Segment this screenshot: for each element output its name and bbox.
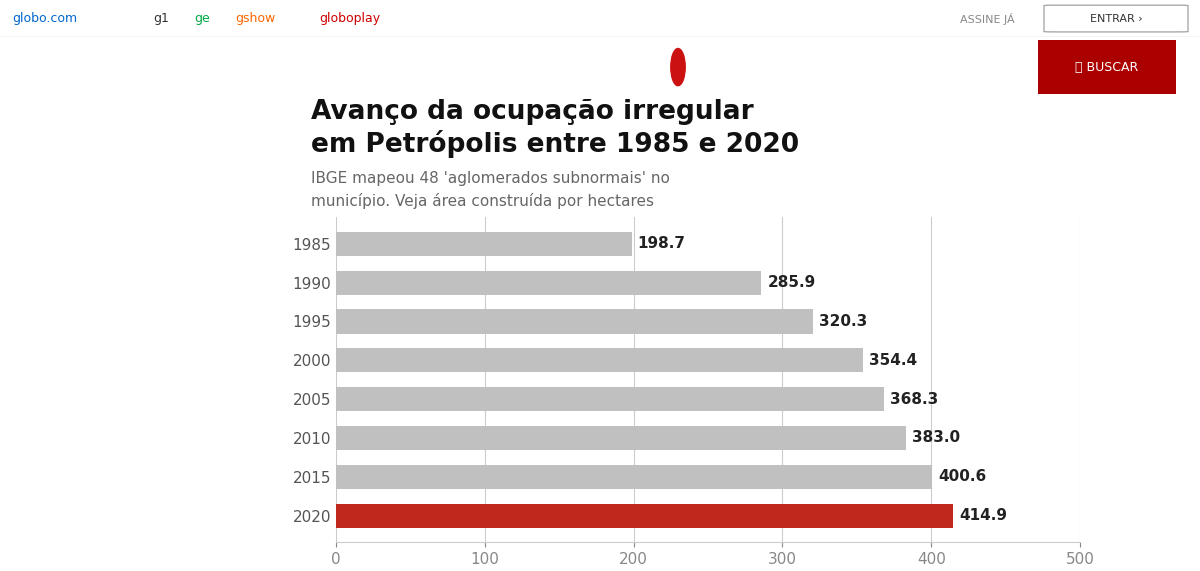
Text: INTER TV: INTER TV: [581, 79, 619, 89]
Text: 400.6: 400.6: [938, 469, 986, 484]
Text: IBGE mapeou 48 'aglomerados subnormais' no
município. Veja área construída por h: IBGE mapeou 48 'aglomerados subnormais' …: [311, 171, 670, 209]
Text: ENTRAR ›: ENTRAR ›: [1090, 14, 1142, 23]
Text: globo.com: globo.com: [12, 12, 77, 25]
Bar: [336, 271, 762, 295]
Text: globoplay: globoplay: [319, 12, 380, 25]
Bar: [336, 465, 932, 489]
Text: 320.3: 320.3: [818, 314, 866, 329]
Bar: [336, 387, 884, 411]
Ellipse shape: [671, 49, 685, 86]
FancyBboxPatch shape: [1044, 5, 1188, 32]
Text: REGIÃO SERRANA: REGIÃO SERRANA: [503, 53, 697, 72]
Text: ge: ge: [194, 12, 210, 25]
Bar: [336, 348, 863, 372]
Text: g1: g1: [90, 53, 133, 82]
Ellipse shape: [660, 45, 696, 90]
Text: ≡ MENU: ≡ MENU: [18, 58, 70, 71]
Bar: [336, 309, 812, 333]
Bar: [336, 504, 953, 528]
Text: 285.9: 285.9: [767, 275, 816, 290]
Bar: [336, 426, 906, 450]
Text: gshow: gshow: [235, 12, 276, 25]
Text: 198.7: 198.7: [637, 236, 685, 251]
FancyBboxPatch shape: [1038, 40, 1176, 94]
Text: 354.4: 354.4: [869, 353, 918, 368]
Text: 414.9: 414.9: [959, 508, 1007, 523]
Text: ASSINE JÁ: ASSINE JÁ: [960, 13, 1015, 25]
Text: 368.3: 368.3: [890, 392, 938, 407]
Text: Avanço da ocupação irregular
em Petrópolis entre 1985 e 2020: Avanço da ocupação irregular em Petrópol…: [311, 99, 799, 158]
Text: 🔍 BUSCAR: 🔍 BUSCAR: [1075, 61, 1138, 74]
Text: g1: g1: [154, 12, 169, 25]
Bar: [336, 232, 631, 256]
Text: 383.0: 383.0: [912, 431, 960, 445]
